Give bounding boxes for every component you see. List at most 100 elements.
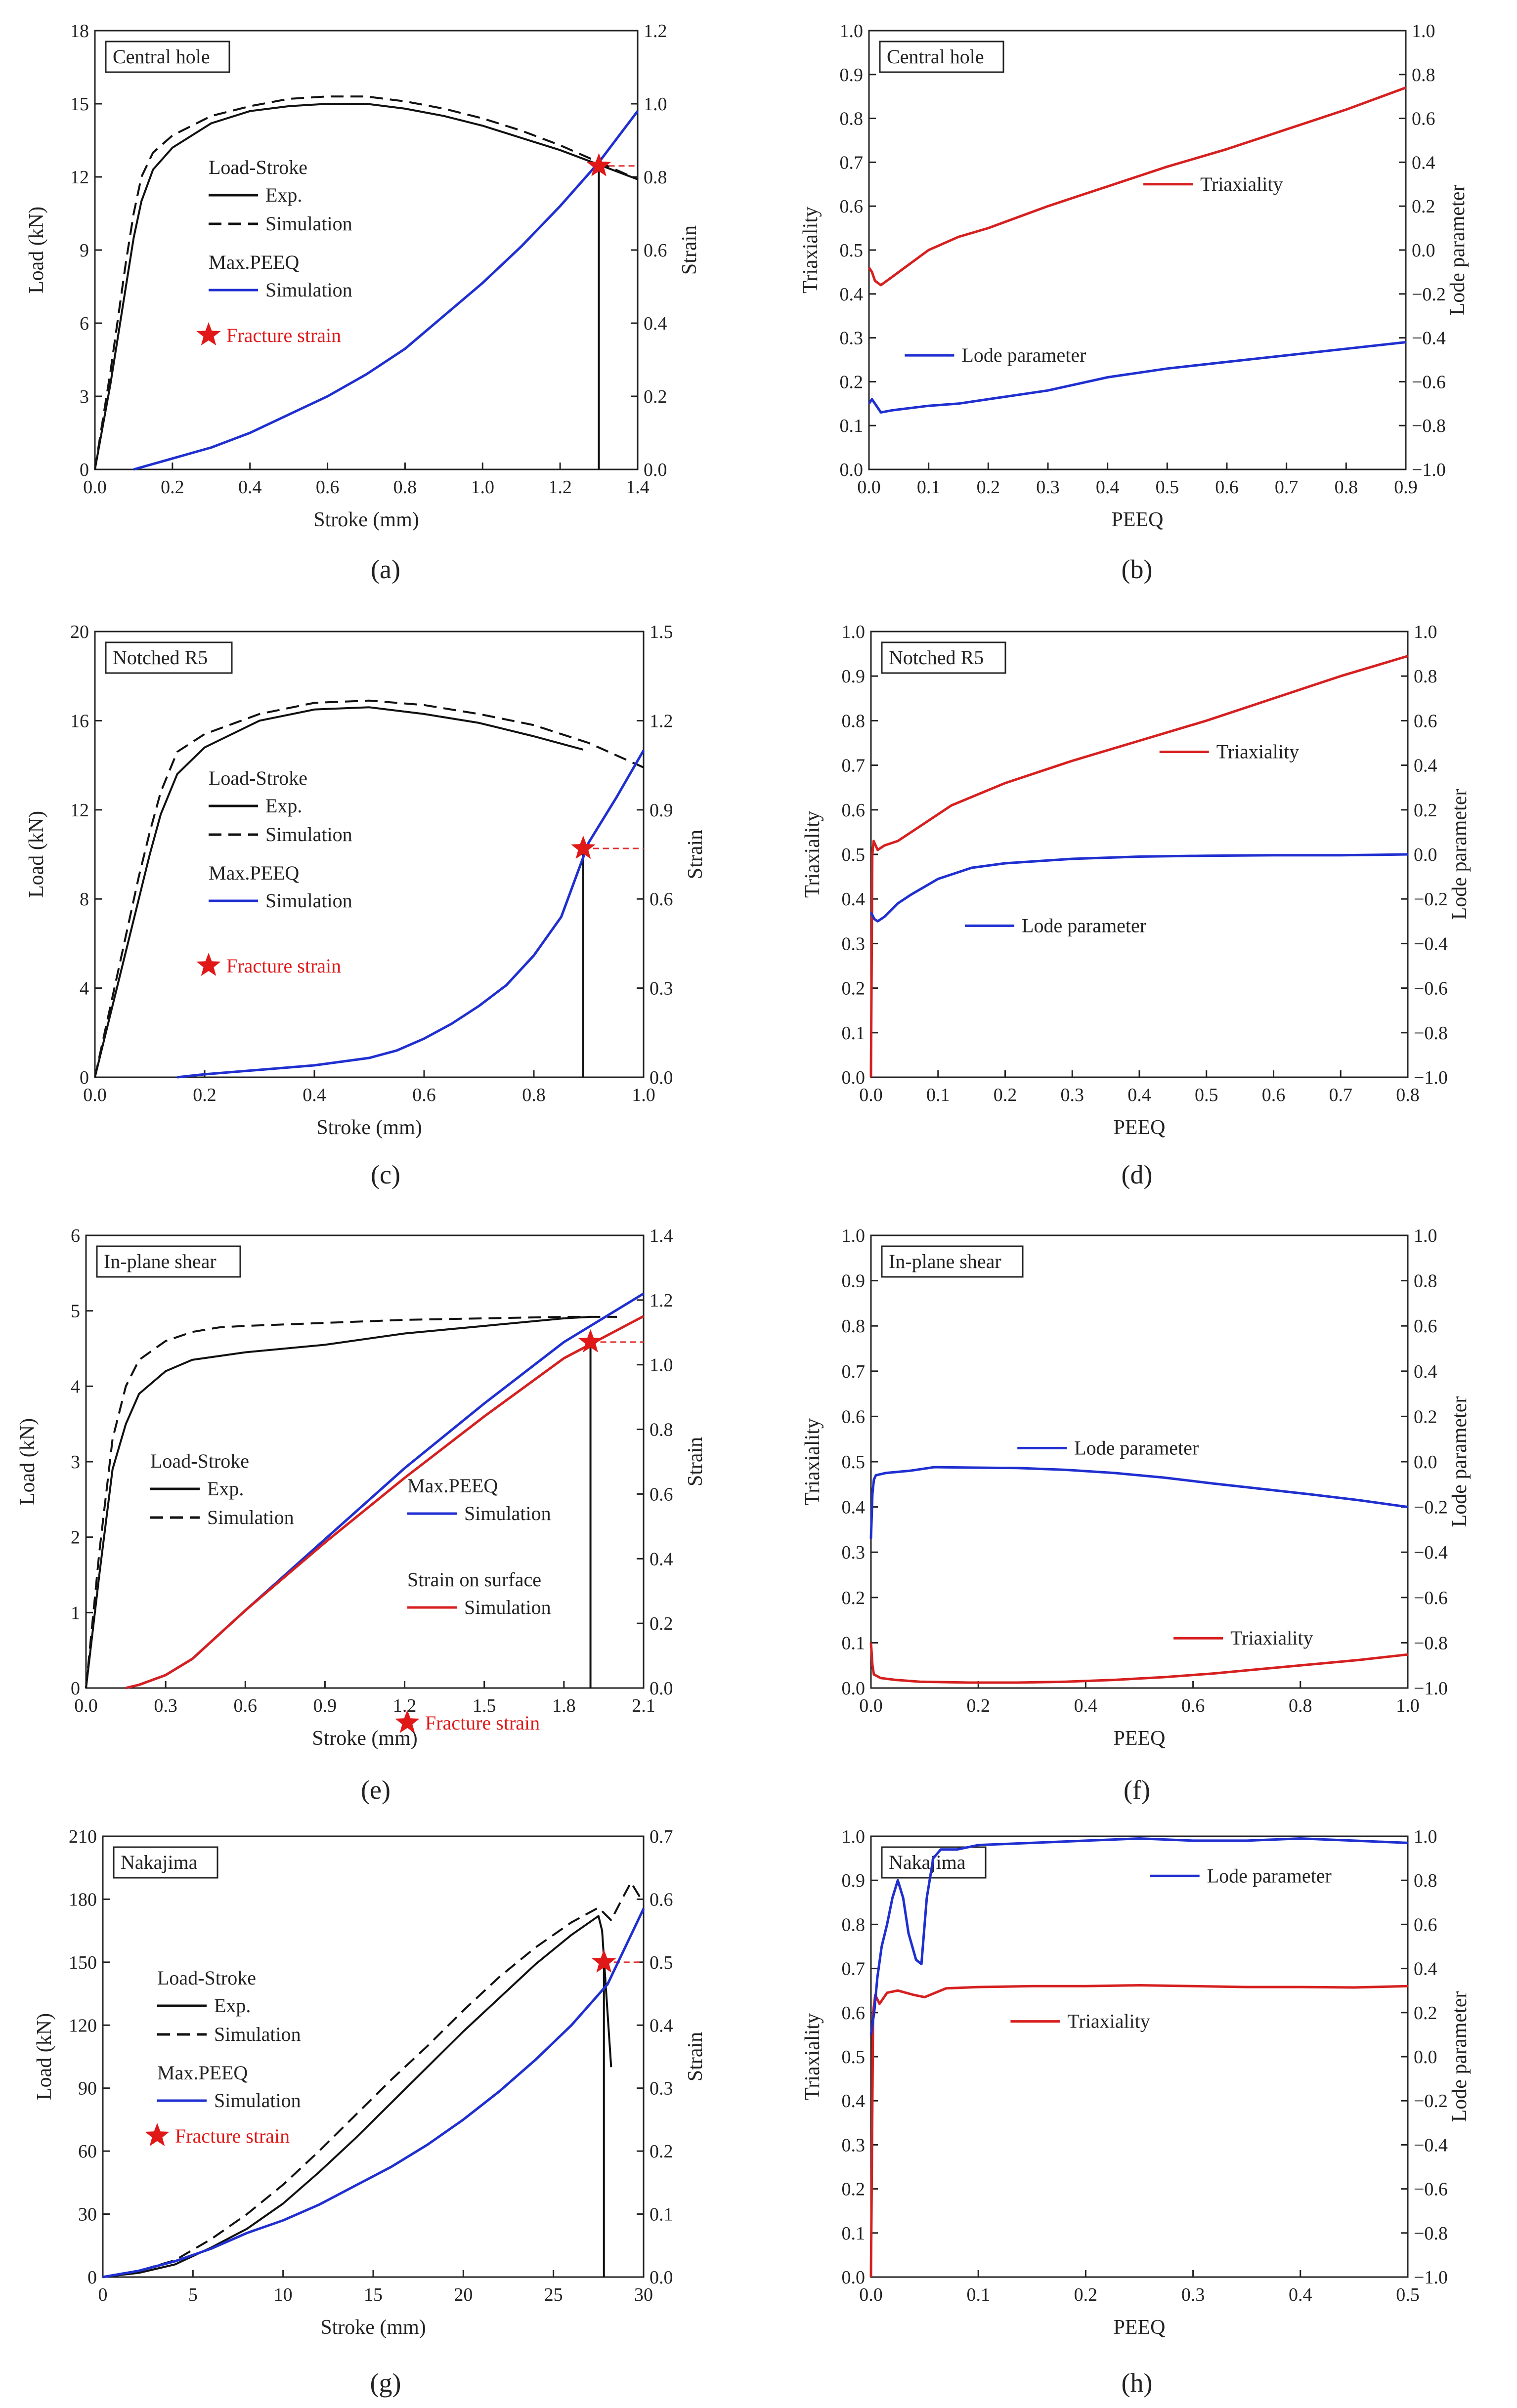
- y-tick-label: 210: [69, 1826, 97, 1847]
- y-tick-label: 18: [70, 21, 89, 42]
- y2-tick-label: 0.0: [1414, 1452, 1437, 1473]
- y2-tick-label: 0.0: [1414, 2047, 1437, 2068]
- x-tick-label: 1.4: [626, 477, 650, 498]
- y-tick-label: 8: [80, 889, 89, 910]
- legend-item-label: Exp.: [214, 1994, 251, 2017]
- legend-fracture-label: Fracture strain: [226, 955, 341, 977]
- y-tick-label: 0.1: [840, 416, 864, 436]
- y2-tick-label: −0.8: [1412, 416, 1446, 436]
- y-axis-title: Triaxiality: [801, 2013, 824, 2100]
- chart-panel-b: 0.0 0.1 0.2 0.3 0.4 0.5 0.6 0.7 0.8 0.9 0.0 0.1 0.2 0…: [799, 21, 1469, 584]
- x-tick-label: 0.2: [1074, 2284, 1098, 2305]
- plot-frame: [102, 1835, 645, 2278]
- simulation-line-1: [85, 1315, 617, 1689]
- y-tick-label: 0.5: [842, 2047, 866, 2068]
- y-axis-title: Load (kN): [25, 811, 48, 898]
- legend-fracture-star: [196, 322, 221, 345]
- fracture-star-marker: [571, 836, 596, 859]
- y-tick-label: 180: [69, 1889, 97, 1910]
- y2-tick-label: 0.5: [650, 1952, 673, 1973]
- x-tick-label: 0.7: [1275, 477, 1299, 498]
- y-axis-title: Triaxiality: [801, 811, 824, 898]
- y2-tick-label: 0.0: [650, 1678, 673, 1699]
- y-tick-label: 0.9: [840, 65, 864, 85]
- y2-tick-label: 1.2: [650, 1290, 673, 1311]
- plot-frame: [870, 1234, 1409, 1689]
- y2-tick-label: 1.2: [644, 21, 667, 42]
- y2-tick-label: −0.2: [1412, 284, 1446, 305]
- y2-tick-label: 0.2: [1414, 2003, 1437, 2024]
- y2-tick-label: 0.8: [644, 167, 667, 188]
- x-tick-label: 0.6: [1215, 477, 1239, 498]
- y2-axis-title: Lode parameter: [1448, 1991, 1471, 2122]
- lode-parameter-line-1: [867, 341, 1406, 414]
- y2-tick-label: 0.6: [650, 889, 673, 910]
- x-tick-label: 20: [454, 2284, 473, 2305]
- y2-tick-label: 0.0: [1414, 845, 1437, 865]
- x-tick-label: 0.8: [393, 477, 417, 498]
- simulation-line-2: [102, 1908, 645, 2279]
- simulation-line-2: [126, 1292, 645, 1690]
- y2-tick-label: −0.6: [1414, 1588, 1448, 1608]
- y-tick-label: 2: [71, 1527, 80, 1548]
- x-tick-label: 0.0: [859, 2284, 883, 2305]
- legend-item-label: Simulation: [464, 1502, 551, 1524]
- x-tick-label: 0.4: [238, 477, 262, 498]
- y2-tick-label: −1.0: [1414, 1678, 1448, 1699]
- legend-fracture-label: Fracture strain: [226, 324, 341, 346]
- y2-tick-label: 1.0: [1414, 1225, 1437, 1246]
- x-tick-label: 0.6: [1262, 1085, 1286, 1105]
- legend-item-label: Simulation: [214, 2023, 301, 2045]
- panel-caption: (c): [371, 1160, 400, 1189]
- x-tick-label: 0.2: [161, 477, 184, 498]
- x-tick-label: 0.6: [234, 1695, 258, 1716]
- annotation-label: Central hole: [887, 45, 984, 68]
- x-tick-label: 0.5: [1195, 1085, 1218, 1105]
- y-tick-label: 3: [71, 1452, 80, 1473]
- legend-item-label: Exp.: [207, 1478, 244, 1500]
- y-tick-label: 0.9: [842, 1870, 866, 1891]
- y2-tick-label: 1.0: [1414, 1826, 1437, 1847]
- x-axis-title: Stroke (mm): [316, 1116, 422, 1139]
- y-tick-label: 0.7: [842, 1959, 866, 1980]
- y2-tick-label: 0.0: [1412, 240, 1435, 261]
- x-tick-label: 0: [98, 2284, 108, 2305]
- legend-group-title: Max.PEEQ: [209, 862, 299, 884]
- y-tick-label: 20: [70, 622, 89, 642]
- y-axis-title: Load (kN): [16, 1418, 39, 1505]
- x-tick-label: 0.2: [977, 477, 1000, 498]
- y2-tick-label: 0.8: [1414, 1271, 1437, 1292]
- y2-tick-label: 0.9: [650, 800, 673, 821]
- panel-caption: (g): [370, 2368, 401, 2398]
- x-tick-label: 0.0: [859, 1695, 883, 1716]
- legend-fracture-star: [196, 953, 221, 976]
- y2-tick-label: 0.6: [1414, 1316, 1437, 1337]
- y-tick-label: 0.4: [842, 2091, 866, 2112]
- y2-tick-label: −0.4: [1414, 933, 1448, 954]
- y-tick-label: 0.0: [842, 1067, 866, 1088]
- y2-tick-label: 0.1: [650, 2204, 673, 2225]
- y-tick-label: 1.0: [842, 622, 866, 642]
- legend-group-title: Load-Stroke: [157, 1967, 256, 1989]
- legend-fracture-star: [395, 1710, 420, 1733]
- y-tick-label: 12: [70, 800, 89, 821]
- legend-group-title: Max.PEEQ: [407, 1475, 498, 1497]
- x-tick-label: 2.1: [632, 1695, 655, 1716]
- y-tick-label: 0.1: [842, 1023, 866, 1044]
- y2-tick-label: −0.4: [1412, 328, 1446, 349]
- simulation-line-1: [94, 95, 638, 470]
- y-tick-label: 0.8: [842, 711, 866, 731]
- annotation-box: [96, 1245, 241, 1278]
- y2-tick-label: 0.2: [1414, 1406, 1437, 1427]
- y2-tick-label: 0.4: [1414, 756, 1437, 776]
- legend-fracture-label: Fracture strain: [175, 2125, 290, 2147]
- y-tick-label: 0.5: [840, 240, 864, 261]
- y-tick-label: 0.6: [842, 2003, 866, 2024]
- x-tick-label: 10: [274, 2284, 293, 2305]
- y-tick-label: 6: [80, 313, 89, 334]
- y2-axis-title: Lode parameter: [1448, 1396, 1471, 1527]
- y2-tick-label: 1.0: [1414, 622, 1437, 642]
- annotation-label: Nakajima: [121, 1851, 198, 1873]
- x-tick-label: 0.3: [1181, 2284, 1205, 2305]
- y2-axis-title: Strain: [684, 2032, 707, 2081]
